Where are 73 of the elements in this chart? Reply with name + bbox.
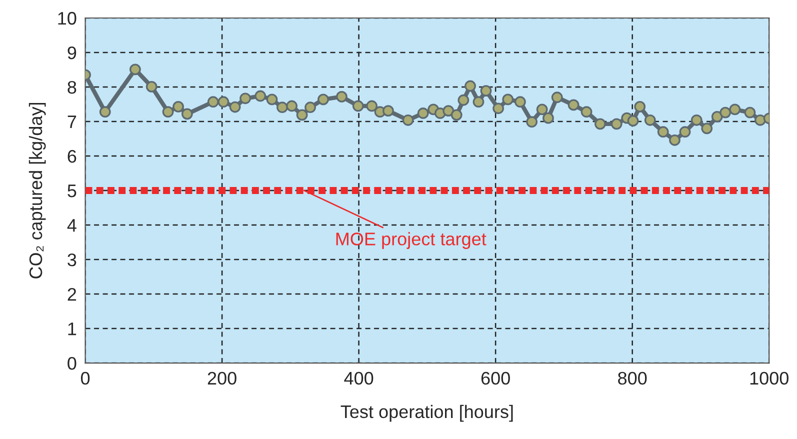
- point: [366, 100, 378, 112]
- point: [442, 105, 454, 117]
- point: [450, 109, 462, 121]
- point: [464, 80, 476, 92]
- point: [266, 94, 278, 106]
- point: [296, 109, 308, 121]
- point: [514, 96, 526, 108]
- y-tick-label: 5: [68, 184, 76, 198]
- point: [229, 101, 241, 113]
- y-tick-label: 3: [68, 253, 76, 266]
- point: [240, 92, 251, 104]
- point: [679, 126, 691, 138]
- point: [551, 92, 563, 104]
- point: [492, 102, 504, 114]
- point: [669, 134, 680, 146]
- point: [458, 94, 470, 106]
- point: [634, 100, 646, 112]
- point: [472, 96, 484, 108]
- point: [130, 64, 141, 76]
- y-tick-label: 0: [68, 356, 76, 370]
- point: [218, 96, 230, 108]
- x-tick-label: 0: [80, 372, 90, 385]
- point: [701, 122, 713, 134]
- point: [254, 90, 266, 102]
- point: [720, 106, 732, 118]
- x-tick-label: 400: [344, 372, 374, 385]
- x-tick-label: 1000: [750, 372, 788, 385]
- point: [172, 100, 184, 112]
- point: [729, 104, 741, 116]
- point: [207, 96, 219, 108]
- point: [318, 94, 329, 106]
- point: [286, 100, 298, 112]
- point: [352, 100, 364, 112]
- point: [627, 115, 639, 127]
- point: [744, 106, 756, 118]
- y-tick-label: 7: [68, 116, 76, 128]
- point: [690, 114, 702, 126]
- point: [657, 126, 669, 138]
- point: [536, 104, 548, 116]
- point: [276, 102, 288, 114]
- y-tick-label: 8: [68, 80, 76, 94]
- point: [181, 108, 193, 120]
- y-tick-label: 4: [67, 219, 76, 232]
- point: [382, 105, 394, 117]
- point: [580, 106, 592, 118]
- point: [502, 94, 514, 106]
- point: [336, 90, 348, 102]
- point: [480, 85, 492, 96]
- y-tick-label: 10: [58, 12, 76, 25]
- y-tick-label: 9: [68, 46, 76, 60]
- point: [610, 118, 622, 130]
- point: [568, 99, 580, 111]
- point: [304, 102, 316, 114]
- x-tick-label: 200: [208, 372, 236, 385]
- point: [644, 114, 656, 126]
- point: [417, 108, 429, 119]
- point: [402, 114, 414, 126]
- x-tick-label: 600: [481, 372, 510, 385]
- legend-label: MOE project target: [336, 232, 486, 249]
- point: [754, 114, 766, 126]
- y-axis-title: CO₂ captured [kg/day]: [28, 102, 46, 278]
- y-tick-label: 6: [68, 150, 76, 163]
- y-tick-label: 1: [68, 322, 76, 336]
- point: [542, 112, 554, 124]
- point: [526, 116, 538, 128]
- point: [99, 106, 111, 118]
- point: [146, 80, 158, 92]
- y-tick-label: 2: [68, 288, 76, 301]
- x-axis-title: Test operation [hours]: [340, 404, 513, 422]
- point: [711, 110, 723, 122]
- x-tick-label: 800: [618, 372, 647, 385]
- point: [594, 118, 606, 130]
- point: [162, 106, 174, 118]
